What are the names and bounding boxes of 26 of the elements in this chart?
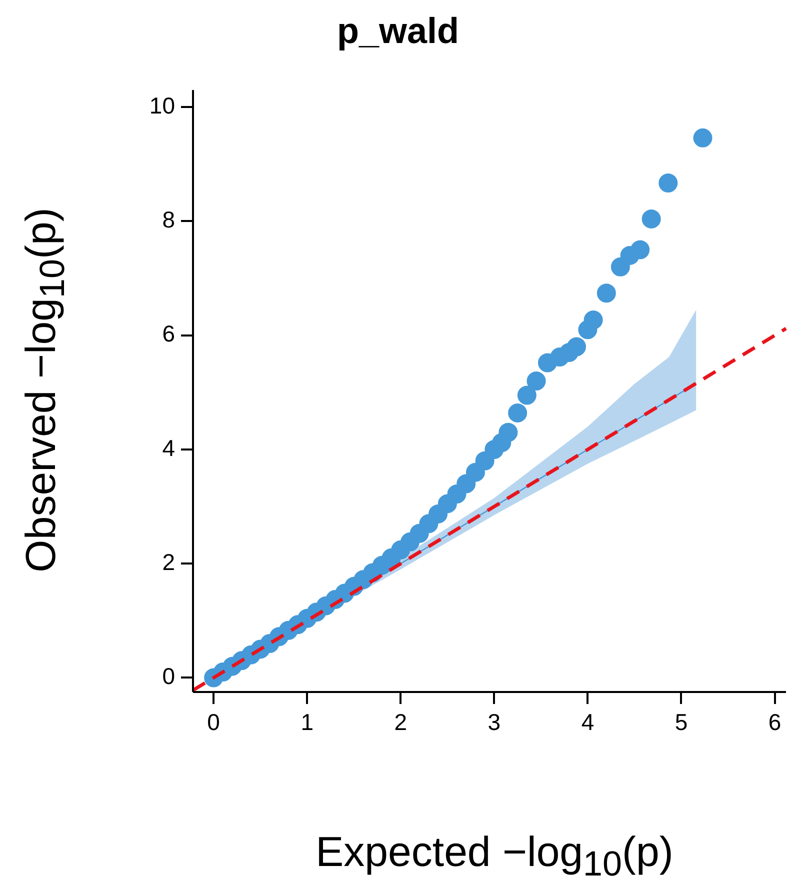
y-tick-label: 8 — [162, 206, 175, 233]
y-tick-label: 2 — [162, 548, 175, 575]
point — [584, 310, 603, 330]
x-tick-label: 0 — [207, 709, 220, 736]
point — [526, 372, 546, 391]
chart-title: p_wald — [336, 10, 460, 52]
x-tick-label: 2 — [394, 709, 408, 736]
y-tick-label: 4 — [162, 434, 176, 461]
y-tick-label: 0 — [162, 663, 175, 690]
point — [658, 174, 678, 193]
point — [642, 209, 661, 228]
point — [517, 386, 536, 405]
point — [498, 422, 518, 442]
point — [630, 240, 650, 260]
point — [693, 128, 712, 148]
point — [508, 403, 528, 422]
x-axis-title: Expected −log$_{10}$(p) — [314, 828, 674, 884]
x-tick-label: 4 — [581, 709, 594, 736]
x-tick-label: 6 — [768, 709, 782, 736]
x-tick-label: 5 — [674, 709, 688, 736]
x-tick-label: 1 — [300, 709, 314, 736]
point — [596, 284, 616, 303]
point — [566, 337, 586, 356]
y-tick-label: 6 — [162, 320, 175, 347]
y-tick-label: 10 — [149, 92, 175, 118]
x-tick-label: 3 — [488, 709, 501, 736]
